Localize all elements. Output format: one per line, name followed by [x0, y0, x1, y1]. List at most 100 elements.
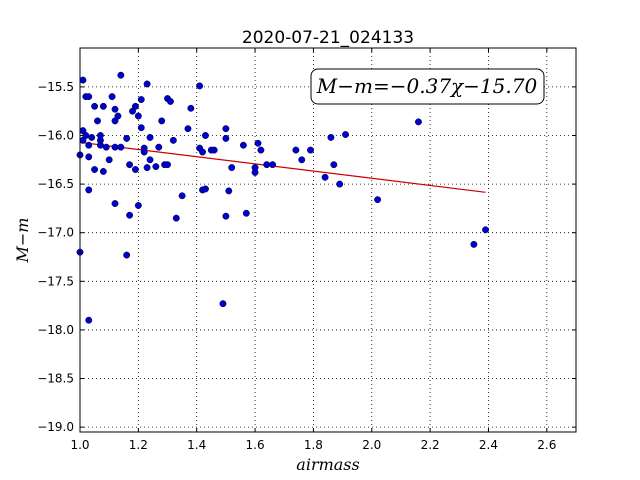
data-point [140, 148, 148, 156]
data-point [137, 96, 145, 103]
x-tick-label: 2.2 [421, 438, 440, 452]
data-point [85, 316, 93, 324]
data-point [210, 146, 218, 154]
data-point [336, 180, 344, 188]
fit-line-group [79, 141, 486, 193]
data-point [222, 125, 230, 133]
x-tick-label: 1.0 [70, 438, 89, 452]
data-point [99, 102, 107, 110]
data-point [172, 214, 180, 222]
data-point [134, 202, 142, 209]
data-point [242, 209, 250, 217]
y-tick-label: −17.0 [37, 226, 74, 240]
data-point [131, 166, 139, 173]
fit-line [79, 141, 486, 193]
data-point [85, 186, 93, 194]
data-point [239, 141, 247, 149]
data-point [178, 192, 186, 200]
data-point [123, 251, 131, 259]
data-point [143, 80, 151, 88]
data-point [184, 125, 192, 133]
data-point [131, 102, 139, 110]
data-point [482, 226, 490, 234]
data-point [126, 211, 134, 219]
data-point [196, 82, 204, 90]
data-point [202, 132, 209, 139]
plot-frame [79, 47, 577, 433]
data-point [219, 300, 227, 308]
data-point [169, 136, 177, 144]
data-point [158, 117, 166, 125]
data-point [85, 153, 93, 161]
axis-ticks: 1.0 1.2 1.4 1.6 1.8 2.0 2.2 2.4 2.6 −15.5 −16.0 −16… [37, 48, 576, 452]
data-point [96, 132, 104, 139]
y-tick-label: −19.0 [37, 420, 74, 434]
chart-title: 2020-07-21_024133 [242, 28, 414, 48]
data-point [298, 156, 306, 164]
data-point [251, 168, 259, 176]
data-point [470, 240, 478, 248]
data-point [111, 200, 119, 207]
data-point [108, 93, 116, 101]
data-point [114, 112, 122, 120]
data-point [105, 156, 113, 164]
data-point [254, 139, 262, 147]
data-point [263, 161, 271, 169]
data-point [321, 173, 329, 181]
data-point [257, 146, 265, 154]
x-axis-label: airmass [296, 455, 359, 474]
x-tick-label: 2.6 [537, 438, 556, 452]
data-point [374, 196, 382, 204]
x-tick-label: 1.6 [246, 438, 265, 452]
data-point [117, 71, 125, 79]
data-point [117, 143, 125, 151]
data-point [102, 143, 110, 151]
data-point [152, 163, 160, 171]
data-point [222, 212, 230, 220]
x-tick-label: 1.8 [304, 438, 323, 452]
data-point [137, 124, 145, 132]
data-point [225, 187, 233, 195]
data-point [222, 134, 230, 142]
data-point [91, 102, 99, 110]
data-point [342, 131, 349, 138]
y-axis-label: M−m [13, 218, 32, 264]
data-point [126, 161, 134, 169]
data-point [330, 161, 338, 169]
grid-lines [80, 48, 576, 432]
x-tick-label: 1.2 [129, 438, 148, 452]
data-point [146, 156, 154, 164]
data-point [85, 141, 93, 149]
x-tick-label: 1.4 [187, 438, 206, 452]
fit-annotation: M−m=−0.37χ−15.70 [310, 68, 545, 105]
y-tick-label: −18.0 [37, 323, 74, 337]
annotation-box [310, 68, 545, 105]
y-tick-label: −15.5 [37, 80, 74, 94]
data-point [143, 164, 151, 172]
data-point [91, 166, 99, 173]
data-point [164, 161, 171, 169]
data-point [292, 146, 300, 154]
y-tick-label: −17.5 [37, 274, 74, 288]
data-point [327, 133, 335, 141]
data-point [202, 185, 209, 193]
data-points [76, 71, 490, 324]
x-tick-label: 2.4 [479, 438, 498, 452]
data-point [199, 148, 206, 156]
data-point [155, 143, 163, 151]
data-point [79, 76, 87, 84]
y-tick-label: −16.5 [37, 177, 74, 191]
y-tick-label: −18.5 [37, 372, 74, 386]
data-point [111, 143, 119, 151]
data-point [228, 164, 236, 172]
y-tick-label: −16.0 [37, 128, 74, 142]
data-point [134, 112, 142, 120]
annotation-text: M−m=−0.37χ−15.70 [316, 74, 538, 98]
data-point [85, 93, 93, 101]
data-point [96, 141, 104, 149]
data-point [94, 117, 101, 125]
data-point [166, 98, 174, 105]
data-point [88, 133, 96, 141]
data-point [307, 146, 314, 154]
